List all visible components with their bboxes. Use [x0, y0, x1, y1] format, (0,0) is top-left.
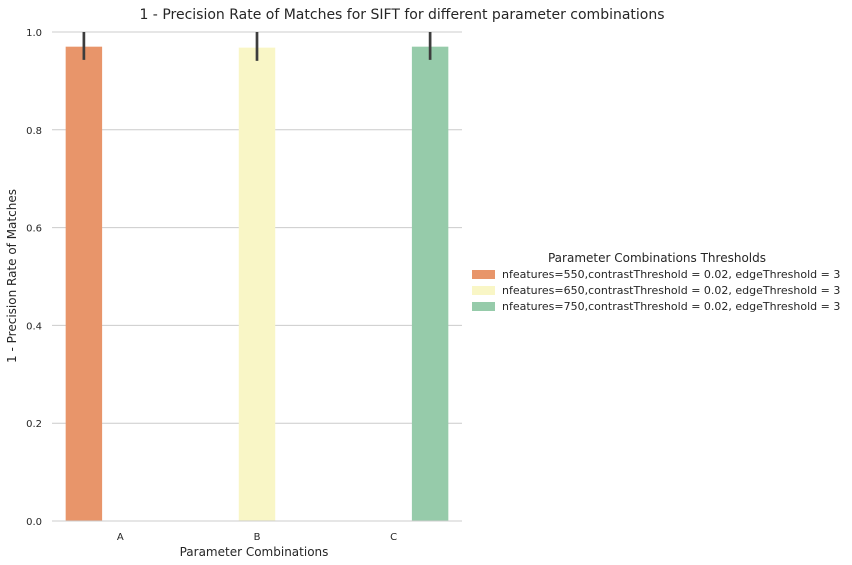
legend-swatch — [472, 286, 495, 295]
y-tick-labels: 0.0 0.2 0.4 0.6 0.8 1.0 — [26, 28, 42, 528]
x-tick-label: A — [117, 532, 124, 543]
legend-label: nfeatures=650,contrastThreshold = 0.02, … — [502, 284, 840, 297]
bar — [411, 46, 449, 522]
legend: Parameter Combinations Thresholds nfeatu… — [472, 251, 840, 313]
legend-swatch — [472, 302, 495, 311]
x-tick-labels: A B C — [117, 532, 397, 543]
legend-label: nfeatures=550,contrastThreshold = 0.02, … — [502, 268, 840, 281]
y-axis-label: 1 - Precision Rate of Matches — [5, 189, 19, 363]
bar — [238, 47, 276, 521]
legend-swatch — [472, 270, 495, 279]
chart-title: 1 - Precision Rate of Matches for SIFT f… — [139, 7, 664, 23]
x-tick-label: B — [254, 532, 261, 543]
legend-label: nfeatures=750,contrastThreshold = 0.02, … — [502, 300, 840, 313]
y-tick-label: 0.0 — [26, 517, 42, 528]
bar — [65, 46, 103, 522]
y-tick-label: 0.6 — [26, 224, 42, 235]
y-tick-label: 0.2 — [26, 419, 42, 430]
y-tick-label: 0.4 — [26, 321, 42, 332]
error-bars — [82, 32, 432, 61]
y-tick-label: 0.8 — [26, 126, 42, 137]
legend-title: Parameter Combinations Thresholds — [548, 251, 766, 265]
x-axis-label: Parameter Combinations — [180, 545, 329, 559]
x-tick-label: C — [390, 532, 397, 543]
bars — [65, 46, 449, 522]
y-tick-label: 1.0 — [26, 28, 42, 39]
